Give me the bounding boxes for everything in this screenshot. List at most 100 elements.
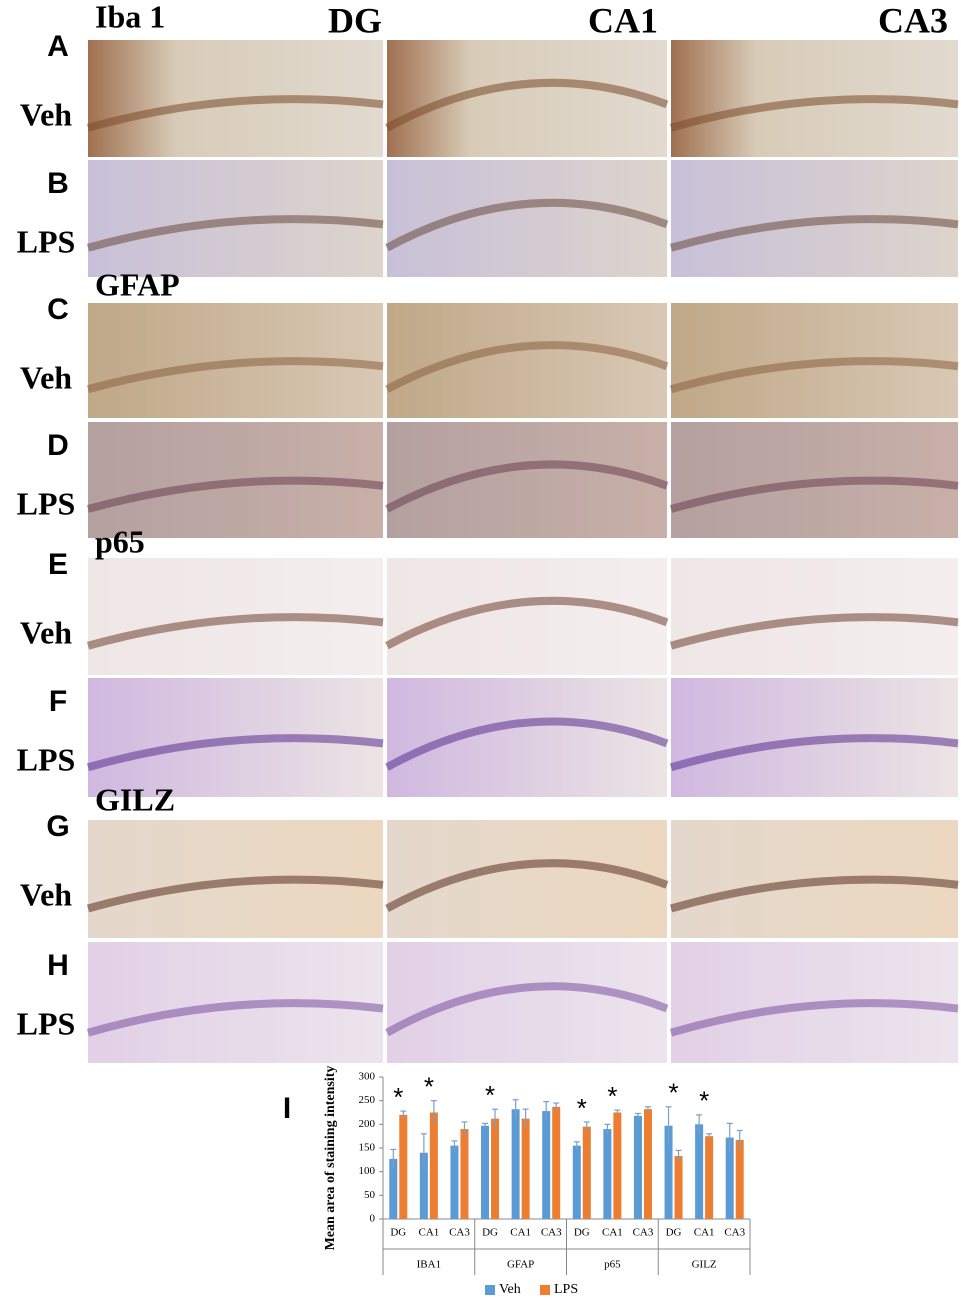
cell-layer xyxy=(669,999,959,1037)
micrograph xyxy=(387,820,667,938)
cell-layer xyxy=(669,613,959,650)
x-tick-label: CA3 xyxy=(449,1227,470,1239)
micrograph xyxy=(387,678,667,797)
condition-label: Veh xyxy=(20,96,72,132)
y-tick-label: 250 xyxy=(359,1094,376,1106)
bar xyxy=(491,1118,500,1219)
marker-label: GILZ xyxy=(95,781,175,817)
legend-swatch xyxy=(540,1285,550,1295)
bar xyxy=(664,1125,673,1219)
column-header: DG xyxy=(328,0,382,40)
panel-letter: G xyxy=(46,810,69,843)
panel-letter: B xyxy=(47,167,69,200)
condition-label: Veh xyxy=(20,876,72,912)
cell-layer xyxy=(86,875,384,913)
cell-layer xyxy=(385,596,669,650)
legend-label: Veh xyxy=(499,1282,521,1297)
micrograph xyxy=(387,160,667,277)
bar xyxy=(419,1152,428,1219)
x-tick-label: CA3 xyxy=(541,1227,562,1239)
bar xyxy=(429,1112,438,1219)
bar xyxy=(511,1109,520,1219)
x-tick-label: CA1 xyxy=(510,1227,531,1239)
significance-star: * xyxy=(668,1078,678,1108)
condition-label: Veh xyxy=(20,614,72,650)
cell-layer xyxy=(669,215,959,252)
bar xyxy=(725,1137,734,1219)
group-label: p65 xyxy=(604,1259,621,1271)
bar xyxy=(735,1139,744,1219)
bar xyxy=(674,1156,683,1219)
y-tick-label: 150 xyxy=(359,1142,376,1154)
condition-label: LPS xyxy=(17,485,76,521)
condition-label: LPS xyxy=(17,741,76,777)
condition-label: Veh xyxy=(20,359,72,395)
cell-layer xyxy=(385,982,669,1037)
group-label: GFAP xyxy=(507,1259,534,1271)
micrograph-grid: A Veh B LPS C Veh D LPS E Veh F LPS G Veh H LPS Iba 1 GFA… xyxy=(17,0,959,1125)
panel-letter: H xyxy=(47,949,69,982)
cell-layer xyxy=(86,476,384,513)
cell-layer xyxy=(385,198,669,252)
y-tick-label: 300 xyxy=(359,1071,376,1083)
y-tick-label: 200 xyxy=(359,1118,376,1130)
bar-chart: 0 50 100 150 200 250 300 Mean area of staining … xyxy=(323,1066,751,1297)
column-header: CA1 xyxy=(588,0,658,40)
significance-star: * xyxy=(577,1093,587,1123)
cell-layer xyxy=(86,734,384,772)
cell-layer xyxy=(86,613,384,650)
x-tick-label: CA1 xyxy=(602,1227,623,1239)
marker-label: Iba 1 xyxy=(95,0,165,34)
bar xyxy=(389,1158,398,1219)
cell-layer xyxy=(669,95,959,132)
panel-letter: D xyxy=(47,429,69,462)
x-tick-label: CA1 xyxy=(694,1227,715,1239)
micrograph xyxy=(387,40,667,157)
x-tick-label: DG xyxy=(666,1227,682,1239)
bar xyxy=(633,1115,642,1219)
cell-layer xyxy=(385,717,669,771)
marker-label: GFAP xyxy=(95,266,180,302)
cell-layer xyxy=(86,999,384,1037)
bar xyxy=(542,1111,551,1219)
bar xyxy=(695,1124,704,1219)
y-tick-label: 50 xyxy=(364,1189,376,1201)
micrograph xyxy=(387,303,667,418)
bar xyxy=(603,1129,612,1219)
condition-label: LPS xyxy=(17,1005,76,1041)
x-tick-label: CA1 xyxy=(418,1227,439,1239)
bar xyxy=(643,1109,652,1219)
bar xyxy=(705,1136,714,1219)
group-label: GILZ xyxy=(692,1259,717,1271)
cell-layer xyxy=(385,460,669,513)
bar xyxy=(552,1106,561,1219)
x-tick-label: DG xyxy=(482,1227,498,1239)
cell-layer xyxy=(385,78,669,132)
micrograph xyxy=(387,942,667,1063)
bar xyxy=(521,1118,530,1219)
bar xyxy=(582,1126,591,1219)
y-tick-label: 100 xyxy=(359,1165,376,1177)
panel-letter: E xyxy=(48,548,68,581)
significance-star: * xyxy=(699,1086,709,1116)
cell-layer xyxy=(669,875,959,913)
bar xyxy=(450,1145,459,1219)
x-tick-label: CA3 xyxy=(724,1227,745,1239)
significance-star: * xyxy=(607,1081,617,1111)
x-tick-label: CA3 xyxy=(633,1227,654,1239)
column-header: CA3 xyxy=(878,0,948,40)
bar xyxy=(460,1129,469,1219)
marker-label: p65 xyxy=(95,523,145,559)
x-tick-label: DG xyxy=(574,1227,590,1239)
panel-letter: A xyxy=(47,30,69,63)
bar xyxy=(399,1114,408,1219)
x-tick-label: DG xyxy=(390,1227,406,1239)
legend-label: LPS xyxy=(554,1282,578,1297)
bar xyxy=(572,1145,581,1219)
y-tick-label: 0 xyxy=(370,1213,376,1225)
significance-star: * xyxy=(393,1082,403,1112)
panel-letter: I xyxy=(283,1092,291,1125)
panel-letter: F xyxy=(49,685,67,718)
bar xyxy=(613,1112,622,1219)
